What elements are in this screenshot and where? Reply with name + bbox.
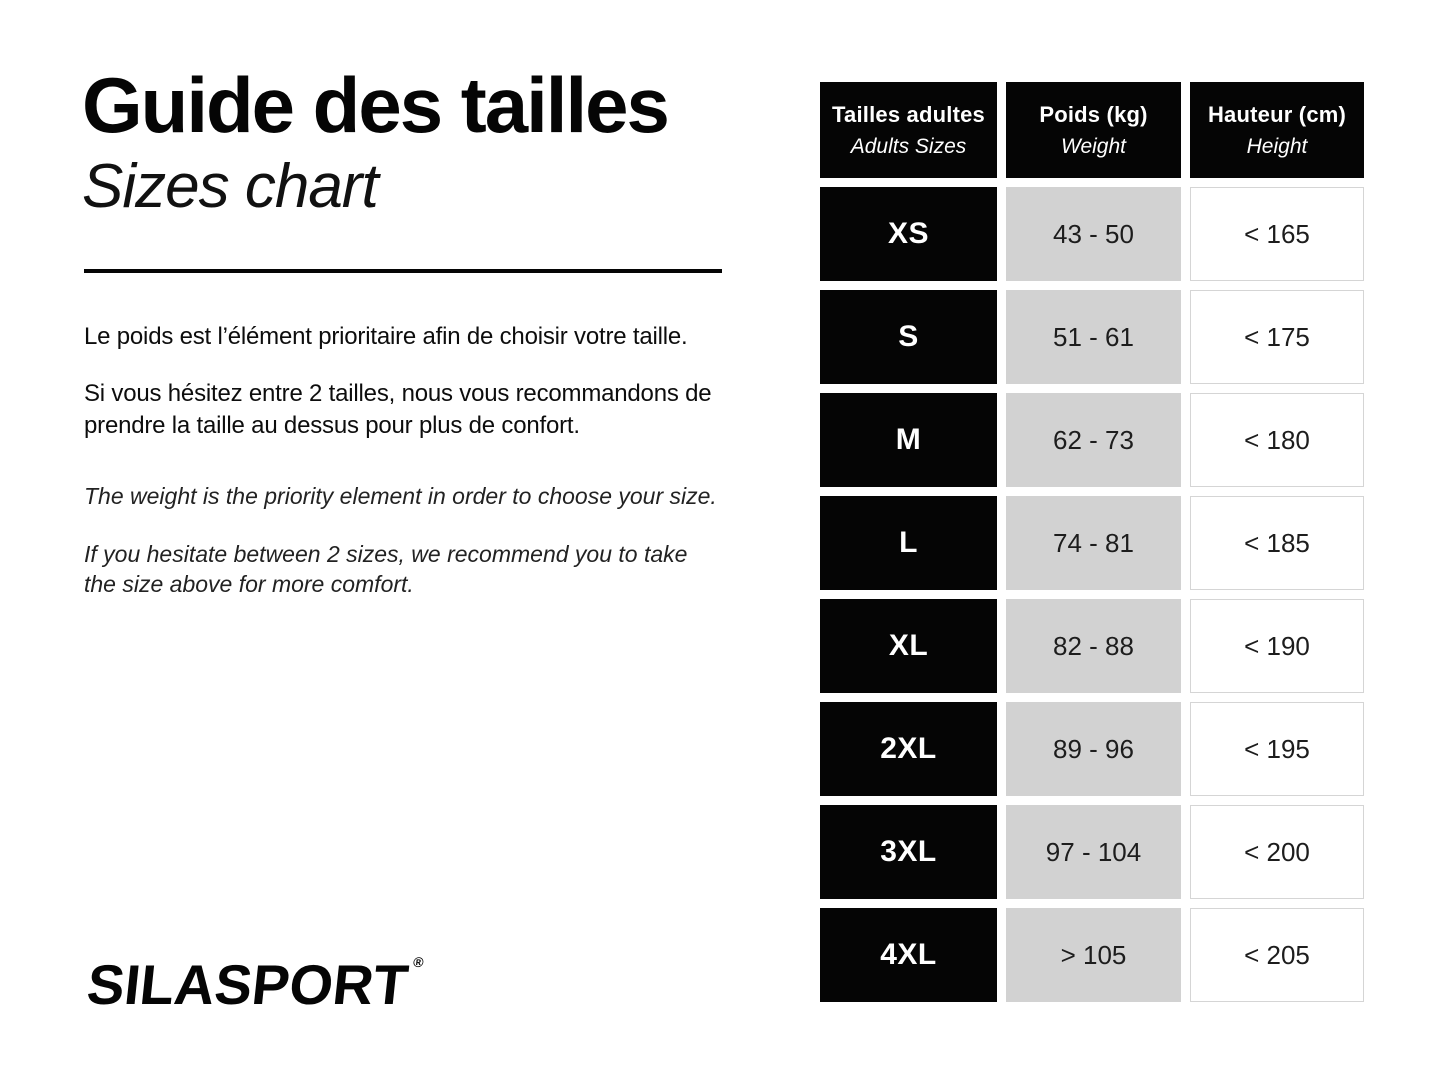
col-header-height: Hauteur (cm) Height: [1190, 82, 1364, 178]
height-cell: < 180: [1190, 393, 1364, 487]
size-cell: XS: [820, 187, 997, 281]
size-cell: M: [820, 393, 997, 487]
weight-cell: 97 - 104: [1006, 805, 1181, 899]
size-cell: L: [820, 496, 997, 590]
size-cell: 4XL: [820, 908, 997, 1002]
weight-cell: 51 - 61: [1006, 290, 1181, 384]
size-cell: XL: [820, 599, 997, 693]
size-table: Tailles adultes Adults Sizes Poids (kg) …: [820, 82, 1364, 1002]
col-header-weight-en: Weight: [1061, 134, 1126, 158]
weight-cell: > 105: [1006, 908, 1181, 1002]
col-header-sizes-fr: Tailles adultes: [832, 101, 985, 127]
height-cell: < 200: [1190, 805, 1364, 899]
col-header-height-fr: Hauteur (cm): [1207, 101, 1347, 127]
size-cell: 3XL: [820, 805, 997, 899]
height-cell: < 190: [1190, 599, 1364, 693]
intro-fr-paragraph-2: Si vous hésitez entre 2 tailles, nous vo…: [84, 380, 712, 439]
divider-line: [84, 269, 722, 273]
height-cell: < 175: [1190, 290, 1364, 384]
weight-cell: 43 - 50: [1006, 187, 1181, 281]
weight-cell: 74 - 81: [1006, 496, 1181, 590]
registered-trademark-icon: ®: [412, 954, 425, 970]
weight-cell: 89 - 96: [1006, 702, 1181, 796]
intro-en-paragraph-2: If you hesitate between 2 sizes, we reco…: [84, 541, 688, 597]
weight-cell: 82 - 88: [1006, 599, 1181, 693]
height-cell: < 165: [1190, 187, 1364, 281]
height-cell: < 185: [1190, 496, 1364, 590]
col-header-weight: Poids (kg) Weight: [1006, 82, 1181, 178]
size-cell: S: [820, 290, 997, 384]
intro-fr-paragraph-1: Le poids est l’élément prioritaire afin …: [84, 323, 688, 350]
intro-en-paragraph-1: The weight is the priority element in or…: [84, 483, 717, 509]
col-header-height-en: Height: [1246, 134, 1308, 158]
weight-cell: 62 - 73: [1006, 393, 1181, 487]
page-title: Guide des tailles: [82, 61, 670, 149]
col-header-sizes-en: Adults Sizes: [850, 134, 967, 158]
brand-logo: SILASPORT®: [84, 952, 425, 1017]
page-subtitle: Sizes chart: [82, 152, 379, 221]
size-cell: 2XL: [820, 702, 997, 796]
height-cell: < 195: [1190, 702, 1364, 796]
col-header-weight-fr: Poids (kg): [1039, 101, 1148, 127]
height-cell: < 205: [1190, 908, 1364, 1002]
col-header-sizes: Tailles adultes Adults Sizes: [820, 82, 997, 178]
brand-wordmark: SILASPORT: [84, 953, 412, 1016]
